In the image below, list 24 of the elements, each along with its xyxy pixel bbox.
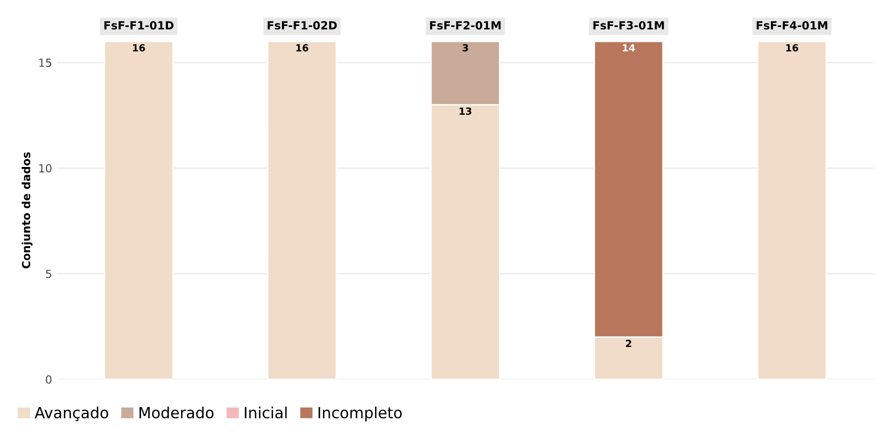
data-label: 16 [133, 44, 145, 52]
legend-label: Inicial [244, 406, 287, 418]
y-tick-label: 0 [46, 375, 52, 384]
x-tick-label: FsF-F3-01M [593, 21, 664, 30]
y-tick-label: 10 [39, 164, 52, 173]
legend-label: Moderado [140, 406, 214, 418]
data-label: 2 [626, 340, 632, 348]
data-label: 16 [786, 44, 798, 52]
x-tick-label: FsF-F4-01M [756, 21, 828, 30]
bar [267, 41, 338, 380]
data-label: 3 [462, 44, 468, 52]
x-tick-label: FsF-F1-01D [104, 21, 174, 30]
bar [104, 41, 174, 380]
x-tick-label: FsF-F2-01M [430, 21, 501, 30]
y-axis-title: Conjunto de dados [22, 152, 33, 268]
data-label: 16 [296, 44, 308, 52]
data-label: 13 [460, 107, 472, 115]
bar [756, 41, 827, 380]
y-tick-label: 15 [39, 58, 52, 67]
data-label: 14 [622, 44, 635, 52]
y-tick-label: 5 [46, 270, 52, 278]
legend-label: Avançado [34, 406, 108, 422]
x-tick-label: FsF-F1-02D [268, 21, 337, 30]
legend-label: Incompleto [318, 406, 402, 422]
